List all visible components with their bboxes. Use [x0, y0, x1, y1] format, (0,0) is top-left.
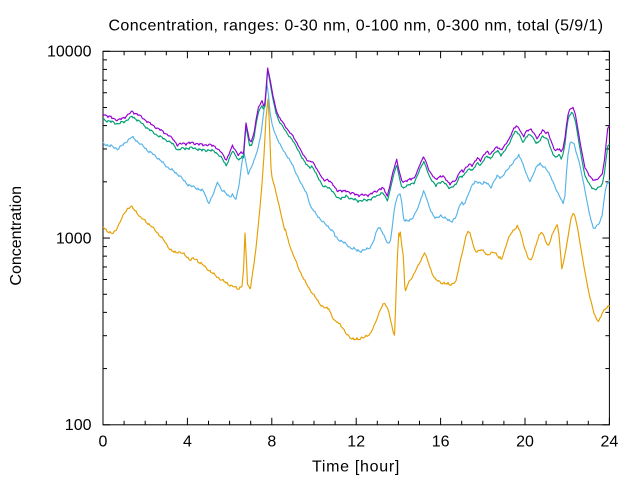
svg-text:24: 24 [601, 433, 619, 450]
svg-text:20: 20 [516, 433, 534, 450]
svg-text:0: 0 [99, 433, 108, 450]
svg-text:10000: 10000 [47, 44, 92, 61]
svg-text:16: 16 [432, 433, 450, 450]
svg-text:Concentration, ranges: 0-30 nm: Concentration, ranges: 0-30 nm, 0-100 nm… [108, 18, 603, 35]
svg-text:8: 8 [267, 433, 276, 450]
svg-text:Concentration: Concentration [8, 186, 25, 286]
svg-text:100: 100 [65, 417, 92, 434]
svg-text:12: 12 [347, 433, 365, 450]
svg-text:Time [hour]: Time [hour] [312, 459, 400, 476]
svg-text:1000: 1000 [56, 230, 92, 247]
svg-text:4: 4 [183, 433, 192, 450]
